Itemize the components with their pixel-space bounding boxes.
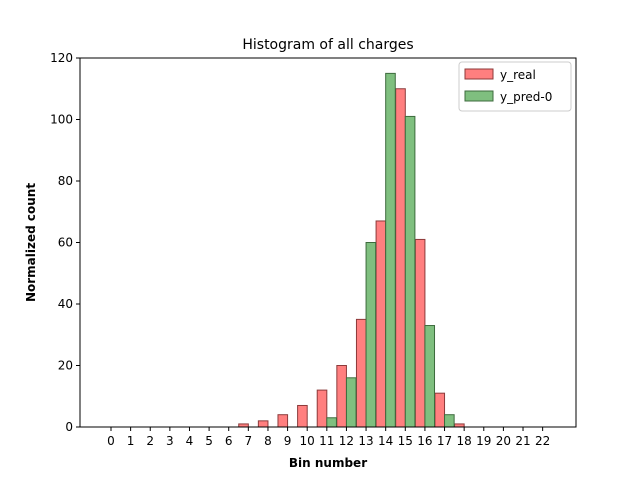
- bar-y_real-bin-14: [375, 220, 387, 428]
- bar-y_pred-0-bin-16: [424, 325, 436, 428]
- y-tick-label-60: 60: [58, 236, 73, 250]
- bar-y_real-bin-10: [297, 404, 308, 428]
- x-tick-label-9: 9: [284, 434, 292, 448]
- y-axis-label: Normalized count: [24, 183, 38, 302]
- x-tick-label-2: 2: [146, 434, 154, 448]
- bar-y_real-bin-8: [257, 420, 269, 428]
- bar-y_pred-0-bin-15: [404, 115, 416, 428]
- x-tick-label-7: 7: [245, 434, 253, 448]
- bar-y_pred-0-bin-12: [345, 377, 357, 428]
- y-tick-label-40: 40: [58, 297, 73, 311]
- bars-group: [238, 72, 465, 428]
- x-tick-label-19: 19: [476, 434, 491, 448]
- x-tick-label-1: 1: [127, 434, 135, 448]
- x-tick-label-15: 15: [398, 434, 413, 448]
- bar-y_real-bin-15: [395, 88, 406, 428]
- bar-y_pred-0-bin-13: [365, 242, 377, 428]
- x-tick-label-3: 3: [166, 434, 174, 448]
- y-tick-label-100: 100: [50, 113, 73, 127]
- y-tick-label-120: 120: [50, 51, 73, 65]
- x-tick-label-6: 6: [225, 434, 233, 448]
- legend-swatch-y-real: [464, 68, 494, 80]
- bar-y_pred-0-bin-14: [385, 72, 396, 428]
- y-axis: 0 20 40 60 80 100 120: [50, 51, 80, 434]
- legend-label-y-pred-0: y_pred-0: [500, 90, 552, 104]
- x-axis: 0 1 2 3 4 5 6 7 8 9 10 11 12 13 14 15 16 17 18 19 20 21 22: [107, 427, 550, 448]
- bar-y_real-bin-17: [434, 392, 446, 428]
- x-tick-label-17: 17: [437, 434, 452, 448]
- x-tick-label-22: 22: [535, 434, 550, 448]
- x-axis-label: Bin number: [289, 456, 367, 470]
- legend: y_real y_pred-0: [458, 61, 572, 112]
- x-tick-label-20: 20: [496, 434, 511, 448]
- legend-swatch-y-pred-0: [464, 90, 494, 102]
- legend-label-y-real: y_real: [500, 68, 536, 82]
- x-tick-label-12: 12: [339, 434, 354, 448]
- x-tick-label-5: 5: [205, 434, 213, 448]
- y-tick-label-0: 0: [65, 420, 73, 434]
- bar-y_pred-0-bin-17: [444, 414, 455, 428]
- x-tick-label-11: 11: [319, 434, 334, 448]
- bar-y_real-bin-12: [336, 365, 347, 428]
- bar-y_pred-0-bin-11: [326, 417, 337, 428]
- x-tick-label-21: 21: [515, 434, 530, 448]
- x-tick-label-13: 13: [358, 434, 373, 448]
- x-tick-label-4: 4: [186, 434, 194, 448]
- x-tick-label-18: 18: [457, 434, 472, 448]
- bar-y_real-bin-13: [355, 318, 367, 428]
- x-tick-label-16: 16: [417, 434, 432, 448]
- x-tick-label-0: 0: [107, 434, 115, 448]
- x-tick-label-10: 10: [300, 434, 315, 448]
- bar-y_real-bin-11: [316, 389, 328, 428]
- plot-frame: [79, 57, 577, 428]
- y-tick-label-20: 20: [58, 359, 73, 373]
- x-tick-label-8: 8: [264, 434, 272, 448]
- bar-y_real-bin-16: [414, 238, 426, 428]
- chart-title: Histogram of all charges: [242, 37, 413, 53]
- bar-y_real-bin-9: [277, 414, 289, 428]
- y-tick-label-80: 80: [58, 174, 73, 188]
- x-tick-label-14: 14: [378, 434, 393, 448]
